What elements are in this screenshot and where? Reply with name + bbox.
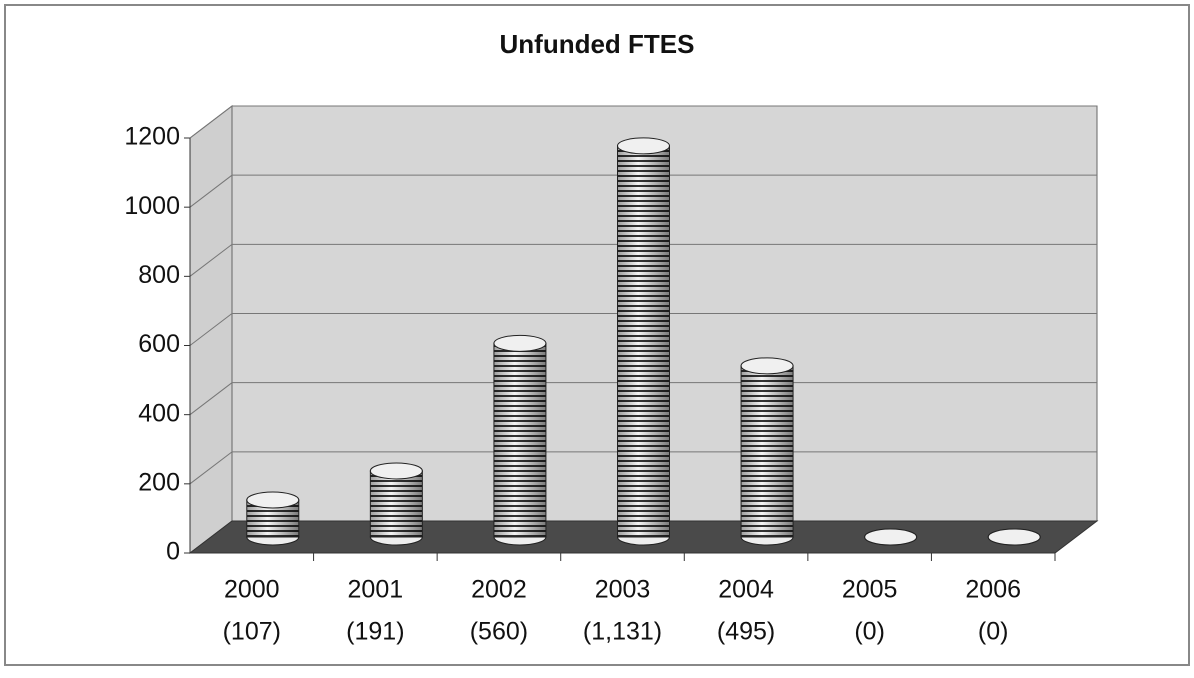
y-tick-label: 1000 bbox=[124, 192, 180, 220]
x-tick-label: 2003 bbox=[595, 576, 651, 604]
grid-line bbox=[189, 313, 1097, 346]
x-tick-label: 2005 bbox=[842, 576, 898, 604]
bar-top bbox=[987, 528, 1041, 546]
x-tick-label: 2004 bbox=[718, 576, 774, 604]
x-tick-label: 2001 bbox=[348, 576, 404, 604]
bar-top bbox=[864, 528, 918, 546]
grid-line bbox=[189, 382, 1097, 416]
value-label: (0) bbox=[854, 618, 885, 646]
bar-shade bbox=[369, 470, 423, 538]
value-label: (191) bbox=[346, 618, 404, 646]
value-label: (0) bbox=[978, 618, 1009, 646]
bar-top bbox=[246, 491, 300, 509]
y-tick-label: 0 bbox=[166, 538, 180, 566]
grid-line bbox=[189, 451, 1097, 485]
y-tick-label: 600 bbox=[138, 330, 180, 358]
bar-shade bbox=[617, 145, 670, 538]
bar-shade bbox=[740, 365, 794, 538]
y-tick-label: 1200 bbox=[124, 123, 180, 151]
y-tick-label: 200 bbox=[138, 468, 180, 496]
bar-top bbox=[617, 137, 670, 155]
bar-top bbox=[493, 334, 547, 352]
y-tick-label: 400 bbox=[138, 399, 180, 427]
grid-line bbox=[189, 243, 1097, 277]
chart-title: Unfunded FTES bbox=[500, 29, 695, 59]
grid-line bbox=[189, 174, 1097, 208]
value-label: (495) bbox=[717, 618, 775, 646]
y-tick-label: 800 bbox=[138, 261, 180, 289]
value-label: (560) bbox=[470, 618, 528, 646]
grid-line bbox=[189, 105, 1097, 139]
bar-shade bbox=[493, 342, 547, 538]
bar-top bbox=[740, 357, 794, 375]
x-tick-label: 2000 bbox=[224, 576, 280, 604]
x-tick-label: 2006 bbox=[965, 576, 1021, 604]
value-label: (107) bbox=[223, 618, 281, 646]
bar-top bbox=[369, 462, 423, 480]
value-label: (1,131) bbox=[583, 618, 662, 646]
x-tick-label: 2002 bbox=[471, 576, 527, 604]
